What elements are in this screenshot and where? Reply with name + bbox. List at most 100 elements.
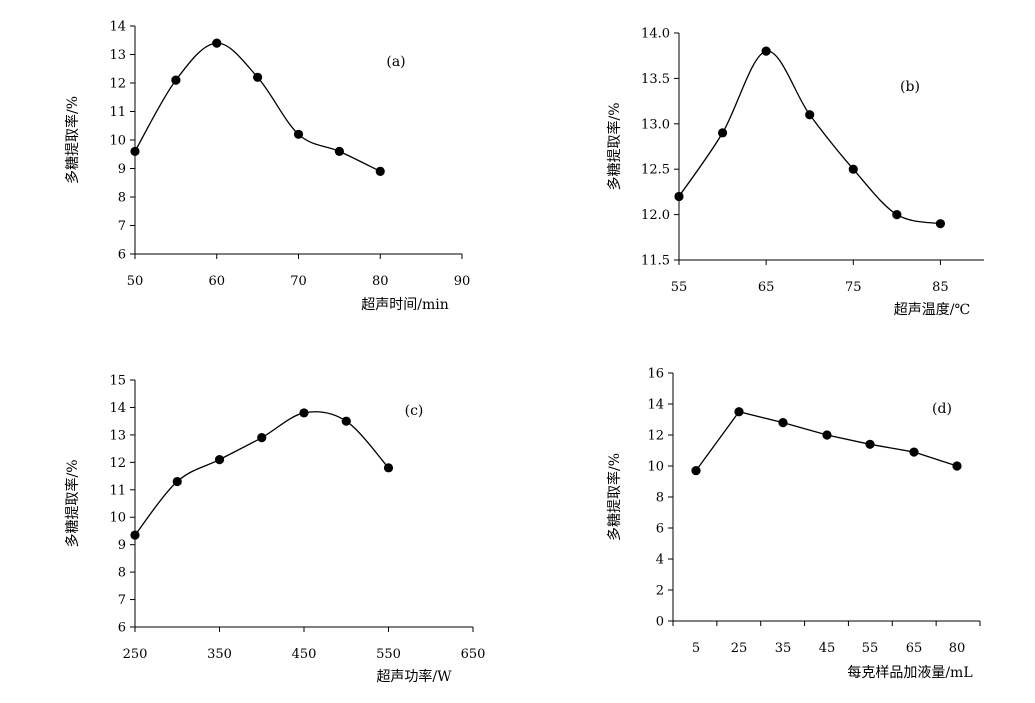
y-tick-label: 12 <box>109 77 126 92</box>
x-tick-label: 450 <box>292 647 317 662</box>
y-tick-label: 14.0 <box>641 27 670 42</box>
panel-label: (c) <box>405 403 424 419</box>
data-point <box>383 463 394 473</box>
x-tick-label: 55 <box>862 641 879 656</box>
chart-panel-d: 0 2 4 6 8 10 12 14 16 5 25 35 45 55 65 80 每克样品加液量/mL 多糖提取… <box>606 367 981 681</box>
data-point <box>691 466 701 476</box>
data-point <box>341 416 351 426</box>
data-point <box>848 164 858 174</box>
data-point <box>761 46 771 56</box>
y-tick-label: 7 <box>118 593 126 608</box>
data-point <box>299 408 309 418</box>
series-line <box>695 411 958 472</box>
y-tick-label: 11 <box>109 105 126 120</box>
data-point <box>822 430 832 440</box>
x-tick-label: 70 <box>290 274 307 289</box>
y-tick-label: 12.5 <box>641 163 670 178</box>
y-tick-label: 16 <box>647 367 664 382</box>
y-tick-label: 12.0 <box>641 208 670 223</box>
data-point <box>257 433 267 443</box>
chart-panel-b: 11.5 12.0 12.5 13.0 13.5 14.0 55 65 75 85 超声温度/℃ 多糖… <box>606 27 984 318</box>
data-point <box>253 72 263 82</box>
x-tick-label: 35 <box>775 641 792 656</box>
data-point <box>935 219 946 229</box>
y-tick-label: 6 <box>118 621 126 636</box>
data-point <box>909 447 919 457</box>
x-tick-label: 550 <box>376 647 401 662</box>
y-tick-label: 13.0 <box>641 117 670 132</box>
data-point <box>212 38 222 48</box>
y-tick-label: 10 <box>647 460 664 475</box>
x-tick-label: 80 <box>372 274 389 289</box>
x-tick-label: 65 <box>906 641 923 656</box>
data-point <box>952 461 962 471</box>
data-point <box>805 110 815 120</box>
y-axis-title: 多糖提取率/% <box>64 96 81 184</box>
x-axis-title: 超声温度/℃ <box>894 302 970 318</box>
y-tick-label: 7 <box>118 219 126 234</box>
data-point <box>130 146 140 156</box>
chart-panel-a: 6 7 8 9 10 11 12 13 14 50 60 70 80 90 超声时间/min 多糖提取率/% (… <box>64 20 470 314</box>
y-axis-title: 多糖提取率/% <box>606 102 623 190</box>
y-tick-label: 4 <box>656 553 664 568</box>
y-tick-label: 11.5 <box>641 254 670 269</box>
x-axis-title: 每克样品加液量/mL <box>847 665 972 681</box>
panel-label: (b) <box>900 79 920 95</box>
y-tick-label: 8 <box>656 491 664 506</box>
x-tick-label: 60 <box>208 274 225 289</box>
x-tick-label: 5 <box>692 641 700 656</box>
data-point <box>674 191 684 202</box>
x-tick-label: 65 <box>758 280 775 295</box>
data-point <box>334 146 344 156</box>
x-tick-label: 350 <box>207 647 232 662</box>
data-point <box>778 418 788 428</box>
data-point <box>214 454 225 465</box>
data-point <box>293 129 304 139</box>
data-point <box>717 128 728 138</box>
x-axis-title: 超声功率/W <box>376 668 452 685</box>
y-tick-label: 15 <box>109 374 126 389</box>
x-tick-label: 90 <box>454 274 471 289</box>
y-tick-label: 0 <box>656 615 664 630</box>
y-tick-label: 13 <box>109 428 126 443</box>
x-tick-label: 75 <box>845 280 862 295</box>
data-point <box>892 210 902 220</box>
y-tick-label: 14 <box>647 398 664 413</box>
y-tick-label: 13 <box>109 48 126 63</box>
data-point <box>171 75 181 85</box>
panel-label: (a) <box>386 54 405 70</box>
series-line <box>134 411 389 536</box>
y-tick-label: 9 <box>118 538 126 553</box>
x-tick-label: 650 <box>461 647 486 662</box>
y-tick-label: 8 <box>118 191 126 206</box>
y-tick-label: 12 <box>647 429 664 444</box>
y-tick-label: 14 <box>109 401 126 416</box>
x-tick-label: 45 <box>819 641 836 656</box>
y-tick-label: 10 <box>109 511 126 526</box>
series-line <box>678 50 941 225</box>
x-tick-label: 50 <box>127 274 144 289</box>
y-axis-title: 多糖提取率/% <box>606 453 623 541</box>
y-tick-label: 8 <box>118 566 126 581</box>
data-point <box>172 476 182 487</box>
x-tick-label: 250 <box>123 647 148 662</box>
y-tick-label: 10 <box>109 134 126 149</box>
x-tick-label: 25 <box>731 641 748 656</box>
y-tick-label: 9 <box>118 162 126 177</box>
y-tick-label: 13.5 <box>641 72 670 87</box>
chart-panel-c: 6 7 8 9 10 11 12 13 14 15 250 350 450 550 650 超声功率/W 多糖提… <box>64 374 485 686</box>
panel-label: (d) <box>932 401 952 417</box>
y-tick-label: 11 <box>109 483 126 498</box>
data-point <box>734 407 744 417</box>
y-tick-label: 12 <box>109 456 126 471</box>
x-tick-label: 55 <box>671 280 688 295</box>
y-tick-label: 6 <box>118 248 126 263</box>
x-axis-title: 超声时间/min <box>361 297 449 313</box>
data-point <box>865 439 875 449</box>
data-point <box>130 530 140 540</box>
data-point <box>375 166 385 176</box>
y-tick-label: 14 <box>109 20 126 35</box>
x-tick-label: 85 <box>932 280 949 295</box>
x-tick-label: 80 <box>949 641 966 656</box>
